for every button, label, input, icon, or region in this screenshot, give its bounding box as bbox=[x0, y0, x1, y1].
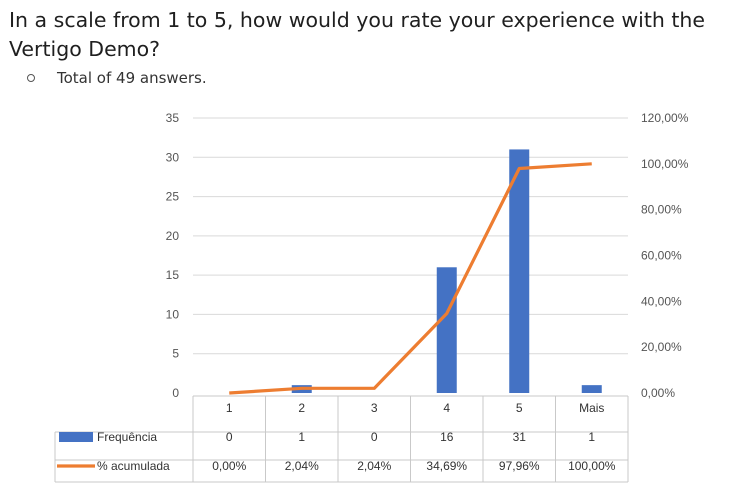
right-tick-label: 80,00% bbox=[641, 203, 682, 217]
cumulative-percent-line bbox=[229, 162, 592, 395]
question-title: In a scale from 1 to 5, how would you ra… bbox=[9, 8, 706, 61]
data-table: 1 2 3 4 5 Mais Frequência 0 1 0 16 31 1 % acumulada 0,… bbox=[54, 395, 629, 483]
left-tick-label: 10 bbox=[166, 307, 180, 321]
data-label: 0 bbox=[226, 430, 233, 444]
left-tick-label: 35 bbox=[166, 111, 180, 125]
right-tick-label: 60,00% bbox=[641, 249, 682, 263]
left-tick-label: 20 bbox=[166, 229, 180, 243]
data-label: 1 bbox=[298, 430, 305, 444]
frequency-bar bbox=[509, 149, 530, 393]
right-tick-label: 20,00% bbox=[641, 340, 682, 354]
frequency-bar bbox=[436, 267, 457, 393]
legend-bar-key bbox=[59, 432, 93, 442]
answer-count: Total of 49 answers. bbox=[27, 69, 207, 87]
category-label: 5 bbox=[516, 401, 523, 415]
data-label: 2,04% bbox=[357, 459, 391, 473]
frequency-bars bbox=[291, 149, 602, 393]
right-tick-label: 100,00% bbox=[641, 157, 689, 171]
gridlines bbox=[193, 117, 628, 355]
data-label: 97,96% bbox=[499, 459, 540, 473]
data-label: 31 bbox=[513, 430, 527, 444]
bullet-circle-icon bbox=[27, 74, 35, 82]
right-axis-ticks: 0,00% 20,00% 40,00% 60,00% 80,00% 100,00% 120,… bbox=[641, 111, 689, 400]
data-label: 16 bbox=[440, 430, 454, 444]
answer-count-text: Total of 49 answers. bbox=[57, 69, 207, 87]
right-tick-label: 0,00% bbox=[641, 386, 675, 400]
category-label: 2 bbox=[298, 401, 305, 415]
series-name: % acumulada bbox=[97, 459, 170, 473]
data-label: 34,69% bbox=[426, 459, 467, 473]
cumulative-line bbox=[229, 162, 592, 395]
data-label: 2,04% bbox=[285, 459, 319, 473]
left-tick-label: 0 bbox=[172, 386, 179, 400]
category-label: 4 bbox=[443, 401, 450, 415]
right-tick-label: 120,00% bbox=[641, 111, 689, 125]
left-axis-ticks: 0 5 10 15 20 25 30 35 bbox=[166, 111, 180, 400]
left-tick-label: 15 bbox=[166, 268, 180, 282]
right-tick-label: 40,00% bbox=[641, 294, 682, 308]
left-tick-label: 25 bbox=[166, 190, 180, 204]
data-label: 100,00% bbox=[568, 459, 616, 473]
data-label: 0 bbox=[371, 430, 378, 444]
data-label: 1 bbox=[588, 430, 595, 444]
frequency-bar bbox=[581, 385, 602, 393]
left-tick-label: 30 bbox=[166, 150, 180, 164]
category-label: 1 bbox=[226, 401, 233, 415]
category-label: Mais bbox=[579, 401, 604, 415]
series-name: Frequência bbox=[97, 430, 157, 444]
category-label: 3 bbox=[371, 401, 378, 415]
data-label: 0,00% bbox=[212, 459, 246, 473]
left-tick-label: 5 bbox=[172, 347, 179, 361]
